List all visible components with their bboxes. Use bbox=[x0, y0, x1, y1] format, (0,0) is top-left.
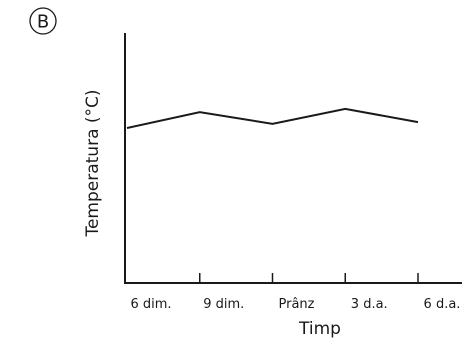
x-tick-label: 3 d.a. bbox=[351, 297, 388, 312]
y-axis-label: Temperatura (°C) bbox=[83, 89, 103, 237]
x-tick-label: 9 dim. bbox=[203, 297, 244, 312]
panel-badge: B bbox=[29, 7, 57, 35]
series-layer bbox=[126, 107, 419, 129]
temperature-series-line bbox=[126, 107, 419, 129]
x-tick-labels: 6 dim. 9 dim. Prânz 3 d.a. 6 d.a. bbox=[130, 297, 460, 312]
x-tick-label: 6 d.a. bbox=[424, 297, 461, 312]
panel-badge-circle bbox=[29, 7, 57, 35]
x-ticks bbox=[199, 273, 419, 283]
x-axis-label: Timp bbox=[298, 319, 341, 339]
panel-letter: B bbox=[37, 12, 49, 33]
x-tick-label: 6 dim. bbox=[130, 297, 171, 312]
x-tick-label: Prânz bbox=[279, 297, 315, 312]
